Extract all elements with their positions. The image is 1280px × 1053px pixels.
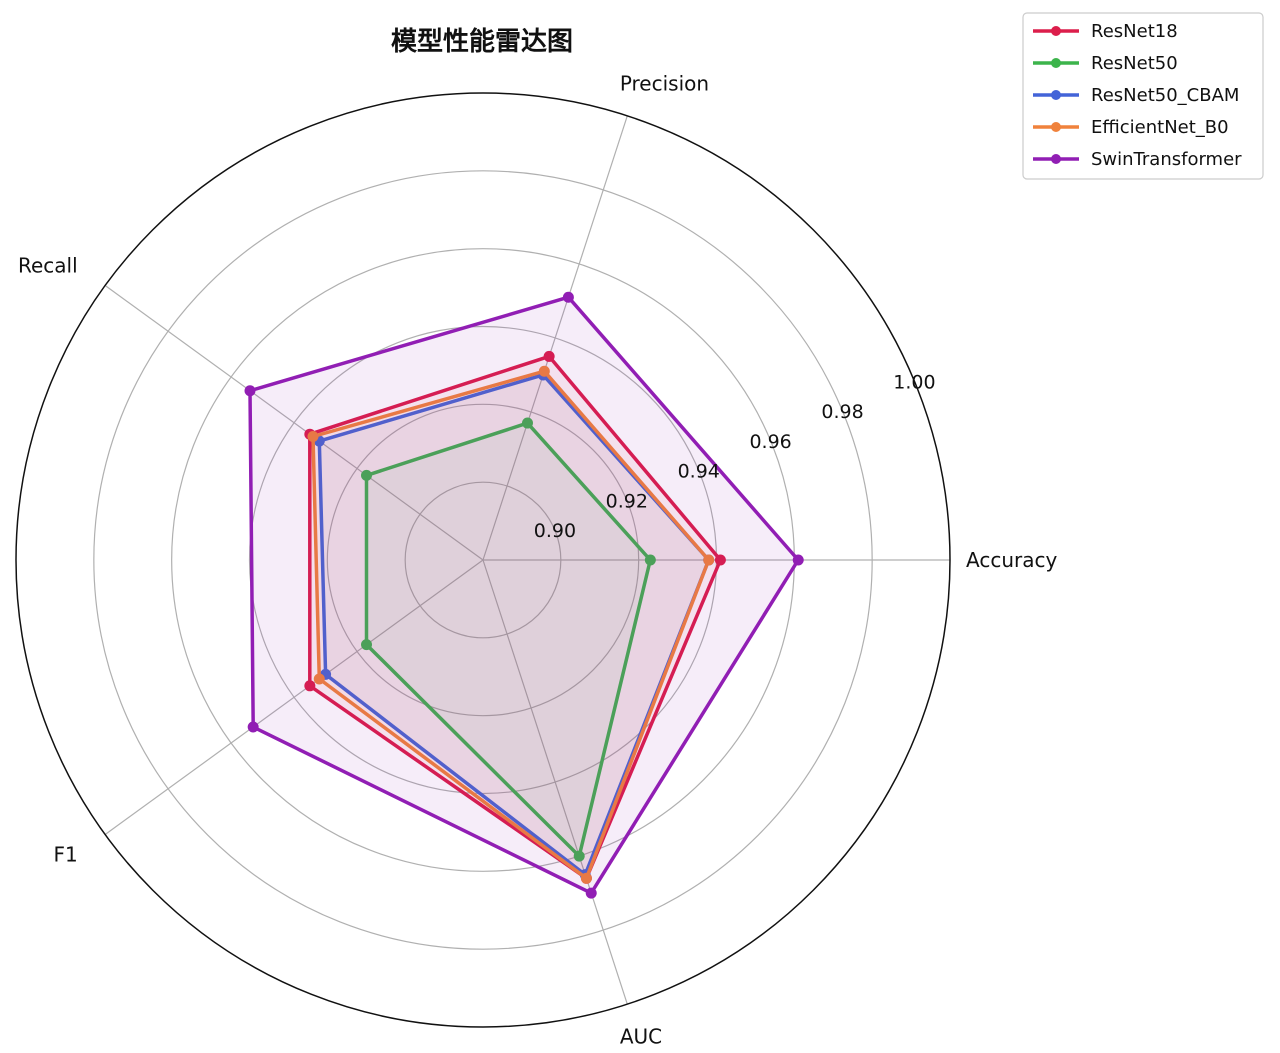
series-fill-4 [250, 297, 799, 894]
series-3-point-4 [580, 872, 592, 884]
series-4-point-4 [585, 887, 597, 899]
series-3 [307, 365, 715, 884]
series-line-0 [308, 354, 723, 881]
legend-entry-1: ResNet50 [1033, 53, 1178, 74]
series-3-point-0 [703, 554, 715, 566]
series-line-1 [364, 421, 653, 858]
legend-swatch-marker-2 [1051, 90, 1061, 100]
legend-entry-4: SwinTransformer [1033, 149, 1242, 170]
legend-swatch-marker-1 [1051, 58, 1061, 68]
legend-entry-2: ResNet50_CBAM [1033, 85, 1239, 106]
series-fill-2 [319, 374, 709, 875]
series-1-point-4 [573, 850, 585, 862]
axis-spoke-1 [482, 115, 628, 561]
r-tick-label-4: 0.98 [821, 401, 863, 423]
outer-frame [15, 92, 951, 1028]
axis-label-0: Accuracy [966, 548, 1057, 572]
series-fill-3 [313, 371, 709, 879]
series-1-point-0 [644, 554, 656, 566]
series-4-point-2 [244, 385, 256, 397]
series-1-point-3 [361, 639, 373, 651]
axis-spoke-3 [104, 559, 484, 835]
legend-label-1: ResNet50 [1091, 53, 1178, 74]
legend-swatch-marker-4 [1051, 154, 1061, 164]
axis-labels: Accuracy Precision Recall F1 AUC [18, 72, 1057, 1049]
series-1-point-2 [361, 469, 373, 481]
r-tick-label-5: 1.00 [893, 371, 935, 393]
r-tick-label-2: 0.94 [678, 461, 720, 483]
series-4-point-1 [562, 291, 574, 303]
series-0-point-3 [304, 680, 316, 692]
series-1-point-1 [521, 417, 533, 429]
r-tick-label-0: 0.90 [534, 520, 576, 542]
axis-label-3: F1 [53, 842, 77, 866]
series-fill-1 [366, 423, 651, 857]
series-line-2 [317, 373, 711, 877]
r-tick-label-1: 0.92 [606, 490, 648, 512]
legend-label-3: EfficientNet_B0 [1091, 117, 1229, 138]
series-3-point-1 [538, 365, 550, 377]
series-4-point-3 [247, 721, 259, 733]
series-3-point-2 [307, 430, 319, 442]
series-4-point-0 [792, 554, 804, 566]
axis-spoke-2 [104, 285, 484, 561]
legend-frame [1022, 12, 1264, 180]
radial-tick-labels: 0.90 0.92 0.94 0.96 0.98 1.00 [534, 371, 936, 542]
legend: ResNet18 ResNet50 ResNet50_CBAM EfficientNe… [1022, 12, 1264, 180]
radar-series [244, 291, 804, 899]
axis-label-4: AUC [620, 1024, 662, 1048]
legend-swatch-marker-0 [1051, 26, 1061, 36]
series-3-point-3 [313, 673, 325, 685]
axis-label-1: Precision [620, 72, 709, 96]
series-1 [361, 417, 656, 862]
axis-label-2: Recall [18, 254, 78, 278]
legend-entry-0: ResNet18 [1033, 21, 1178, 42]
series-line-4 [248, 295, 800, 895]
r-tick-label-3: 0.96 [749, 431, 791, 453]
axis-spoke-4 [482, 559, 628, 1005]
legend-label-2: ResNet50_CBAM [1091, 85, 1239, 106]
series-0-point-0 [714, 554, 726, 566]
legend-label-0: ResNet18 [1091, 21, 1178, 42]
series-4 [244, 291, 804, 899]
series-line-3 [311, 369, 711, 881]
chart-title: 模型性能雷达图 [391, 26, 573, 57]
legend-swatch-marker-3 [1051, 122, 1061, 132]
series-0-point-1 [543, 350, 555, 362]
legend-entry-3: EfficientNet_B0 [1033, 117, 1229, 138]
legend-label-4: SwinTransformer [1091, 149, 1242, 170]
